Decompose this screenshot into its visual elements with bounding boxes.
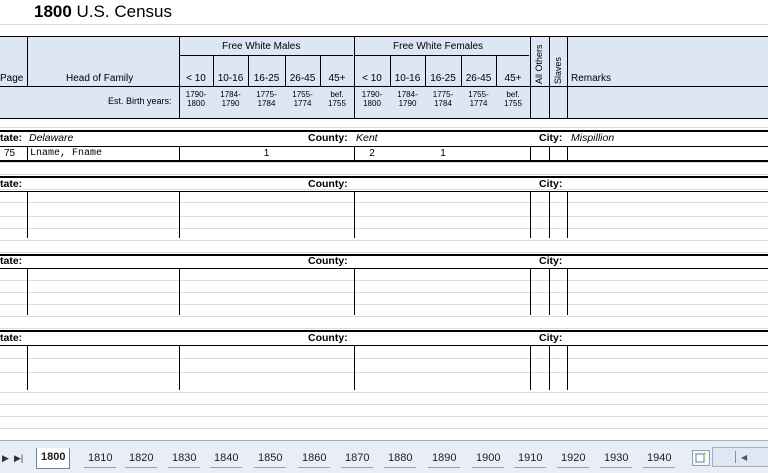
female-age-10-16: 10-16: [394, 73, 421, 84]
state-label: tate:: [0, 255, 23, 267]
group-header-free-white-females: Free White Females: [393, 41, 484, 52]
birth-years-col7: 1784- 1790: [397, 90, 418, 108]
tab-1890[interactable]: 1890: [428, 449, 461, 468]
tab-1940[interactable]: 1940: [643, 449, 676, 468]
male-age-26-45: 26-45: [289, 73, 316, 84]
male-16-25-cell[interactable]: 1: [263, 148, 270, 159]
tab-1820[interactable]: 1820: [125, 449, 158, 468]
horizontal-scrollbar[interactable]: ◀: [712, 447, 768, 467]
tab-1860[interactable]: 1860: [298, 449, 331, 468]
birth-years-col2: 1784- 1790: [220, 90, 241, 108]
male-age-10-16: 10-16: [217, 73, 244, 84]
column-header-remarks: Remarks: [571, 73, 612, 84]
column-header-all-others: All Others: [534, 44, 544, 84]
city-label: City:: [539, 132, 563, 144]
county-value[interactable]: Kent: [356, 132, 378, 144]
birth-years-col4: 1755- 1774: [292, 90, 313, 108]
male-age-lt10: < 10: [186, 73, 206, 84]
city-label: City:: [539, 255, 563, 267]
state-label: tate:: [0, 332, 23, 344]
city-label: City:: [539, 332, 563, 344]
column-header-page: Page: [0, 73, 24, 84]
page-number-cell[interactable]: 75: [4, 148, 16, 159]
spreadsheet[interactable]: 1800 U.S. Census Page Head of Family Fre…: [0, 0, 768, 440]
female-age-45plus: 45+: [504, 73, 522, 84]
birth-years-col6: 1790- 1800: [361, 90, 383, 108]
state-label: tate:: [0, 178, 23, 190]
tab-1920[interactable]: 1920: [557, 449, 590, 468]
tab-1840[interactable]: 1840: [210, 449, 243, 468]
birth-years-col10: bef. 1755: [504, 90, 522, 108]
male-age-16-25: 16-25: [253, 73, 280, 84]
tab-1830[interactable]: 1830: [168, 449, 201, 468]
header-band: [0, 36, 768, 86]
tab-1800[interactable]: 1800: [36, 448, 71, 469]
tab-1880[interactable]: 1880: [384, 449, 417, 468]
county-label: County:: [308, 255, 348, 267]
birth-years-col9: 1755- 1774: [468, 90, 489, 108]
tab-1910[interactable]: 1910: [514, 449, 547, 468]
column-header-slaves: Slaves: [553, 56, 563, 84]
county-label: County:: [308, 132, 348, 144]
county-label: County:: [308, 332, 348, 344]
state-label: tate:: [0, 132, 23, 144]
female-16-25-cell[interactable]: 1: [440, 148, 446, 159]
birth-years-col3: 1775- 1784: [256, 90, 277, 108]
birth-years-col5: bef. 1755: [328, 90, 346, 108]
tab-1810[interactable]: 1810: [84, 449, 117, 468]
birth-years-band: [0, 86, 768, 118]
female-age-26-45: 26-45: [465, 73, 492, 84]
last-sheet-icon[interactable]: ▶|: [14, 453, 24, 463]
female-age-lt10: < 10: [362, 73, 382, 84]
next-sheet-icon[interactable]: ▶: [2, 453, 9, 463]
male-age-45plus: 45+: [328, 73, 346, 84]
tab-1930[interactable]: 1930: [600, 449, 633, 468]
female-lt10-cell[interactable]: 2: [369, 148, 375, 159]
page-title: 1800 U.S. Census: [34, 2, 172, 21]
tab-1870[interactable]: 1870: [341, 449, 374, 468]
tab-1900[interactable]: 1900: [472, 449, 505, 468]
female-age-16-25: 16-25: [430, 73, 456, 84]
insert-sheet-icon[interactable]: [692, 450, 710, 466]
est-birth-years-label: Est. Birth years:: [108, 96, 172, 106]
birth-years-col1: 1790- 1800: [185, 90, 207, 108]
city-value[interactable]: Mispillion: [571, 132, 615, 144]
state-value[interactable]: Delaware: [29, 132, 74, 144]
city-label: City:: [539, 178, 563, 190]
head-of-family-cell[interactable]: Lname, Fname: [30, 148, 103, 159]
county-label: County:: [308, 178, 348, 190]
column-header-head-of-family: Head of Family: [66, 73, 134, 84]
scroll-left-icon[interactable]: ◀: [741, 453, 748, 462]
birth-years-col8: 1775- 1784: [432, 90, 454, 108]
sheet-tab-bar: ▶ ▶| 1800 1810 1820 1830 1840 1850 1860 …: [0, 440, 768, 473]
tab-1850[interactable]: 1850: [254, 449, 287, 468]
group-header-free-white-males: Free White Males: [222, 41, 301, 52]
